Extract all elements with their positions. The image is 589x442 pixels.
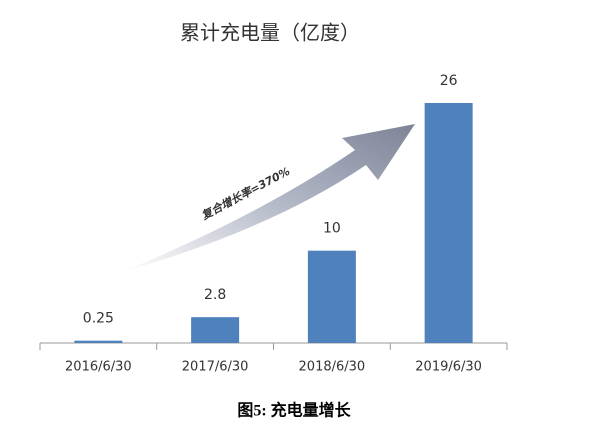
bar [74, 340, 123, 343]
x-tick-label: 2019/6/30 [415, 360, 482, 375]
caption: 图5: 充电量增长 [237, 401, 351, 420]
value-label: 10 [323, 221, 341, 237]
bar [424, 103, 473, 343]
x-tick-label: 2017/6/30 [182, 360, 249, 375]
bar [307, 250, 356, 343]
value-label: 2.8 [204, 287, 226, 303]
bar [191, 317, 240, 343]
x-tick-label: 2016/6/30 [65, 360, 132, 375]
value-label: 26 [440, 73, 458, 89]
x-tick-label: 2018/6/30 [299, 360, 366, 375]
chart-title: 累计充电量（亿度） [180, 21, 360, 45]
growth-arrow [122, 124, 415, 272]
value-label: 0.25 [83, 311, 114, 327]
